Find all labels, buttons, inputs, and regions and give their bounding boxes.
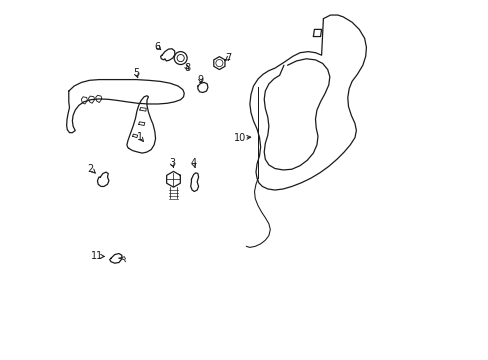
Text: 4: 4	[190, 158, 196, 168]
Text: 10: 10	[234, 133, 246, 143]
Text: 7: 7	[225, 53, 231, 63]
Text: 1: 1	[137, 132, 142, 142]
Text: 8: 8	[184, 63, 190, 73]
Text: 6: 6	[154, 42, 161, 51]
Text: 11: 11	[90, 251, 102, 261]
Text: 9: 9	[197, 75, 203, 85]
Text: 2: 2	[87, 163, 93, 174]
Text: 5: 5	[133, 68, 139, 78]
Text: 3: 3	[169, 158, 175, 168]
